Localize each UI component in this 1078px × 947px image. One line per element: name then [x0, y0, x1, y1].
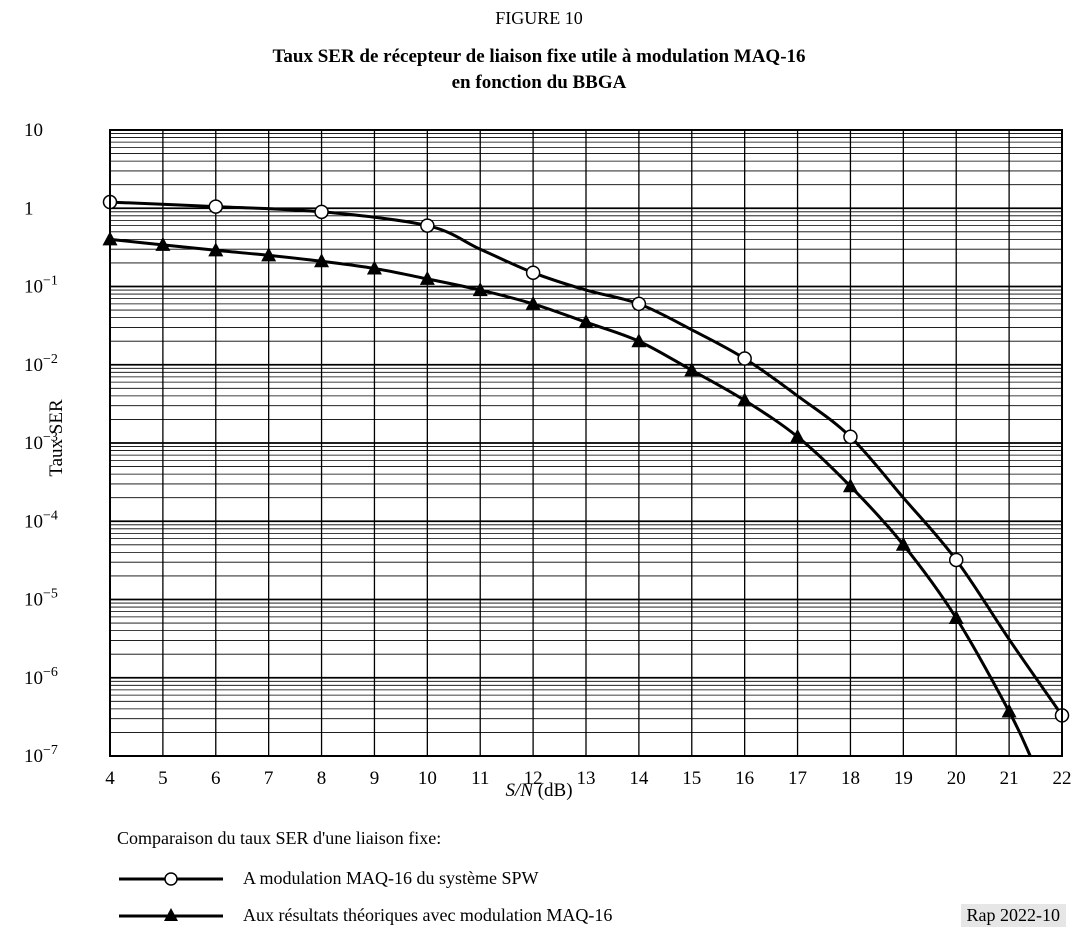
data-point-triangle	[895, 536, 911, 551]
x-axis-label-unit: (dB)	[537, 780, 573, 801]
legend-intro: Comparaison du taux SER d'une liaison fi…	[117, 828, 442, 848]
tick-labels: 4 5 6 7 8 9 10 11 12 13 14 15 16 17 18 19 20 21 22 10 1 10−1 1…	[24, 120, 1072, 789]
chart-title-line-1: Taux SER de récepteur de liaison fixe ut…	[272, 46, 806, 67]
x-tick-label: 10	[418, 768, 437, 789]
data-point-triangle	[737, 392, 753, 407]
legend-label: A modulation MAQ-16 du système SPW	[243, 868, 539, 888]
x-tick-label: 15	[682, 768, 701, 789]
y-tick-label: 10	[24, 120, 43, 141]
y-tick-label: 1	[24, 198, 34, 219]
data-point-circle	[948, 552, 964, 568]
x-tick-label: 11	[471, 768, 489, 789]
x-tick-label: 5	[158, 768, 168, 789]
x-axis-label-quantity: S/N	[505, 780, 533, 801]
series-line	[109, 200, 1064, 717]
y-tick-label: 10−7	[24, 743, 58, 767]
legend-label: Aux résultats théoriques avec modulation…	[243, 905, 613, 925]
y-tick-label: 10−3	[24, 430, 58, 454]
x-axis-label: S/N (dB)	[0, 780, 1078, 802]
legend-circle-marker-icon	[119, 872, 223, 886]
data-point-triangle	[578, 314, 594, 329]
x-tick-label: 14	[629, 768, 649, 789]
data-point-triangle	[314, 253, 330, 268]
x-tick-label: 4	[105, 768, 115, 789]
data-point-circle	[208, 199, 224, 214]
y-axis-label: Taux SER	[46, 399, 67, 477]
x-tick-label: 7	[264, 768, 274, 789]
legend-triangle-marker-icon	[119, 908, 223, 921]
data-point-triangle	[208, 242, 224, 257]
data-point-circle	[314, 204, 329, 220]
data-point-circle	[525, 265, 541, 280]
x-tick-label: 16	[735, 768, 754, 789]
data-point-triangle	[1001, 703, 1017, 718]
grid	[109, 130, 1063, 757]
data-point-triangle	[366, 260, 382, 275]
chart-svg: 4 5 6 7 8 9 10 11 12 13 14 15 16 17 18 19 20 21 22 10 1 10−1 1…	[24, 120, 1072, 789]
x-tick-label: 6	[211, 768, 221, 789]
data-point-triangle	[790, 428, 806, 443]
plot-frame	[109, 129, 1063, 757]
data-point-circle	[420, 218, 435, 233]
x-tick-label: 21	[1000, 768, 1019, 789]
data-point-triangle	[155, 236, 171, 251]
data-point-triangle	[472, 282, 488, 297]
y-tick-label: 10−1	[24, 274, 58, 298]
x-tick-label: 19	[894, 768, 913, 789]
figure-label: FIGURE 10	[495, 8, 583, 28]
x-tick-label: 20	[947, 768, 966, 789]
x-tick-label: 9	[370, 768, 380, 789]
x-tick-label: 18	[841, 768, 860, 789]
x-tick-label: 17	[788, 768, 807, 789]
data-point-triangle	[525, 295, 541, 310]
x-tick-label: 8	[317, 768, 327, 789]
figure-reference: Rap 2022-10	[960, 904, 1066, 927]
x-tick-label: 12	[524, 768, 543, 789]
data-point-circle	[843, 429, 858, 445]
chart-title: Taux SER de récepteur de liaison fixe ut…	[0, 44, 1078, 96]
series-triangle	[102, 231, 1032, 757]
y-tick-label: 10−5	[24, 587, 58, 611]
data-point-circle	[737, 351, 752, 366]
x-tick-label: 13	[577, 768, 596, 789]
data-point-triangle	[631, 333, 647, 348]
y-tick-label: 10−6	[24, 665, 58, 689]
y-tick-label: 10−4	[24, 508, 58, 532]
x-tick-label: 22	[1053, 768, 1072, 789]
data-point-triangle	[261, 247, 277, 262]
data-point-triangle	[684, 362, 700, 377]
y-tick-label: 10−2	[24, 352, 58, 376]
data-point-triangle	[948, 610, 964, 625]
data-point-triangle	[842, 478, 858, 493]
data-point-circle	[631, 296, 647, 312]
chart-title-line-2: en fonction du BBGA	[451, 72, 627, 93]
data-point-triangle	[419, 270, 435, 285]
